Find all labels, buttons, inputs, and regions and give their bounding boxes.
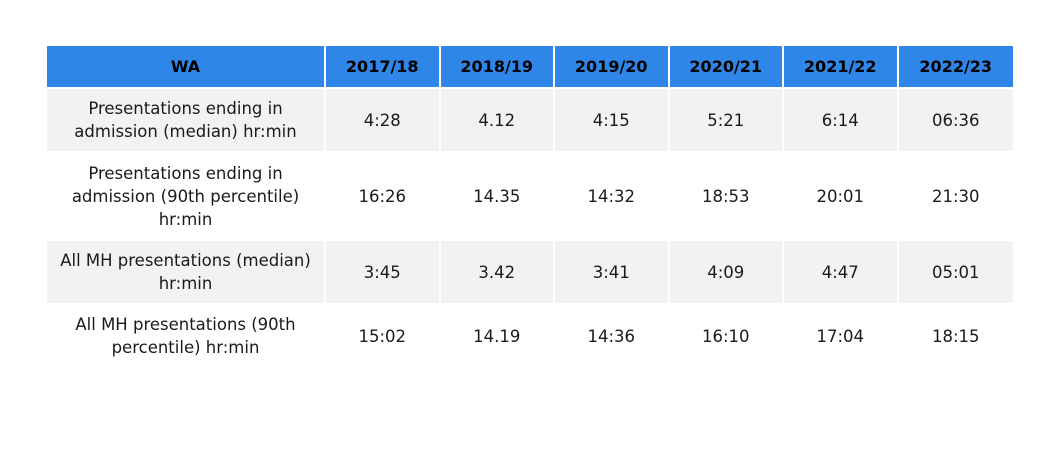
header-cell-year: 2020/21 [669, 46, 784, 87]
row-label-cell: Presentations ending in admission (media… [47, 87, 326, 151]
row-label-cell: All MH presentations (median) hr:min [47, 239, 326, 303]
value-cell: 3:41 [555, 239, 670, 303]
header-cell-year: 2018/19 [440, 46, 555, 87]
value-cell: 4:09 [669, 239, 784, 303]
value-cell: 4:47 [784, 239, 899, 303]
wait-times-table: WA 2017/18 2018/19 2019/20 2020/21 2021/… [47, 46, 1013, 367]
value-cell: 06:36 [898, 87, 1013, 151]
value-cell: 05:01 [898, 239, 1013, 303]
value-cell: 14:36 [555, 303, 670, 367]
value-cell: 18:53 [669, 151, 784, 239]
header-cell-year: 2019/20 [555, 46, 670, 87]
value-cell: 20:01 [784, 151, 899, 239]
row-label-cell: All MH presentations (90th percentile) h… [47, 303, 326, 367]
value-cell: 5:21 [669, 87, 784, 151]
header-cell-year: 2017/18 [326, 46, 441, 87]
value-cell: 3:45 [326, 239, 441, 303]
row-label-cell: Presentations ending in admission (90th … [47, 151, 326, 239]
value-cell: 4:15 [555, 87, 670, 151]
value-cell: 14.19 [440, 303, 555, 367]
value-cell: 15:02 [326, 303, 441, 367]
table-row: All MH presentations (90th percentile) h… [47, 303, 1013, 367]
header-cell-year: 2021/22 [784, 46, 899, 87]
value-cell: 14:32 [555, 151, 670, 239]
value-cell: 21:30 [898, 151, 1013, 239]
table-row: All MH presentations (median) hr:min 3:4… [47, 239, 1013, 303]
value-cell: 18:15 [898, 303, 1013, 367]
table-row: Presentations ending in admission (90th … [47, 151, 1013, 239]
value-cell: 6:14 [784, 87, 899, 151]
value-cell: 17:04 [784, 303, 899, 367]
table-header-row: WA 2017/18 2018/19 2019/20 2020/21 2021/… [47, 46, 1013, 87]
value-cell: 4:28 [326, 87, 441, 151]
value-cell: 16:10 [669, 303, 784, 367]
value-cell: 3.42 [440, 239, 555, 303]
header-cell-label: WA [47, 46, 326, 87]
wait-times-table-container: WA 2017/18 2018/19 2019/20 2020/21 2021/… [47, 46, 1013, 367]
value-cell: 14.35 [440, 151, 555, 239]
header-cell-year: 2022/23 [898, 46, 1013, 87]
table-row: Presentations ending in admission (media… [47, 87, 1013, 151]
value-cell: 16:26 [326, 151, 441, 239]
value-cell: 4.12 [440, 87, 555, 151]
